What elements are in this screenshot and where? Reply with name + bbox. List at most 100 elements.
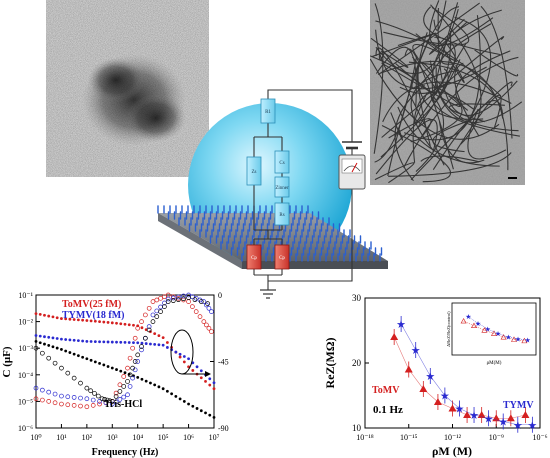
data-point: [115, 340, 118, 344]
data-point: [115, 368, 118, 371]
data-point: [153, 332, 157, 336]
data-point: [506, 414, 515, 422]
phase-point: [104, 397, 110, 403]
label-tymv: TYMV: [503, 400, 534, 411]
data-point: [204, 380, 207, 383]
data-point: [68, 317, 72, 321]
x-tick-label: 10⁻⁹: [489, 433, 504, 442]
fiber: [430, 92, 520, 137]
phase-point: [150, 319, 156, 324]
data-point: [55, 337, 59, 340]
phase-point: [52, 391, 58, 397]
data-point: [149, 381, 152, 385]
data-point: ★: [396, 319, 406, 331]
x-axis-label: ρM (M): [432, 444, 472, 458]
data-point: [72, 338, 76, 342]
data-point: [123, 322, 127, 326]
data-point: [157, 385, 161, 389]
x-tick-label: 10⁶: [183, 433, 194, 442]
data-point: [51, 345, 55, 349]
phase-point: [59, 393, 64, 399]
phase-point: [127, 355, 133, 361]
phase-point: [154, 314, 160, 319]
phase-point: [158, 304, 163, 310]
phase-point: [109, 401, 115, 407]
phase-point: [65, 394, 71, 400]
data-point: [178, 355, 182, 359]
data-point: [119, 322, 123, 326]
data-point: [60, 337, 63, 341]
legend-tris: Tris-HCl: [104, 399, 142, 410]
data-point: [144, 342, 148, 345]
fiber: [370, 55, 444, 172]
phase-point: [146, 327, 152, 333]
inset-point: [470, 322, 478, 329]
phase-point: [46, 399, 52, 404]
phase-point: [121, 374, 127, 379]
data-point: [132, 341, 135, 345]
zs-element: [246, 156, 262, 186]
data-point: [76, 354, 80, 358]
data-point: [153, 383, 157, 387]
label-cs: Cs: [279, 161, 284, 166]
data-point: [38, 341, 42, 345]
inset-y-label: ΔReZ/ReZ(control): [446, 311, 451, 347]
inset-line: [463, 320, 525, 342]
data-point: [76, 318, 80, 322]
inset-plot: ★★★★ ★ ★ ★ ΔReZ/ReZ(control) ρM(M): [446, 302, 537, 366]
phase-point: [186, 299, 191, 304]
phase-point: [113, 390, 119, 396]
phase-point: [121, 384, 127, 389]
cs-element: [274, 150, 290, 174]
data-point: ★: [527, 420, 537, 432]
inset-point: ★: [505, 334, 511, 342]
data-point: [157, 343, 161, 347]
phase-point: [78, 380, 83, 386]
data-point: [208, 413, 212, 417]
data-point: [47, 314, 51, 318]
phase-point: [158, 295, 163, 301]
data-point: [34, 312, 38, 315]
data-point: [51, 336, 55, 340]
label-tomv: ToMV: [372, 385, 400, 396]
data-point: [68, 351, 72, 354]
data-point: [81, 318, 85, 322]
fiber: [371, 32, 437, 58]
fiber: [378, 51, 386, 60]
data-point: [102, 320, 106, 324]
inset-point: [481, 327, 488, 333]
label-zinner: Zinner: [275, 186, 289, 191]
y-axis-label: C (μF): [1, 346, 13, 377]
phase-point: [92, 391, 97, 396]
phase-point: [198, 299, 204, 304]
fiber: [370, 37, 409, 68]
inset-point: [490, 330, 498, 336]
data-point: [140, 326, 144, 330]
data-point: [199, 369, 203, 373]
data-point: [110, 321, 114, 325]
data-point: [170, 392, 174, 396]
phase-point: [154, 308, 160, 314]
data-point: [47, 335, 51, 339]
phase-point: [142, 312, 148, 318]
phase-point: [40, 397, 45, 403]
data-point: [212, 387, 216, 391]
tem-image-left: [46, 0, 209, 177]
legend-tomv: ToMV(25 fM): [62, 299, 121, 310]
y-tick-label: 10⁻³: [18, 344, 33, 353]
phase-point: [59, 365, 64, 371]
y-tick-label: 10⁻⁵: [18, 397, 33, 406]
phase-point: [146, 324, 152, 329]
phase-point: [65, 370, 71, 376]
data-point: [72, 352, 76, 356]
y-tick-label: 10⁻⁴: [18, 371, 33, 380]
phase-point: [170, 295, 176, 301]
inset-point: ★: [484, 325, 490, 333]
data-point: [132, 323, 135, 327]
phase-point: [170, 298, 176, 304]
fiber: [394, 84, 425, 182]
data-point: [85, 340, 89, 343]
data-point: [195, 365, 199, 369]
phase-point: [186, 292, 191, 298]
